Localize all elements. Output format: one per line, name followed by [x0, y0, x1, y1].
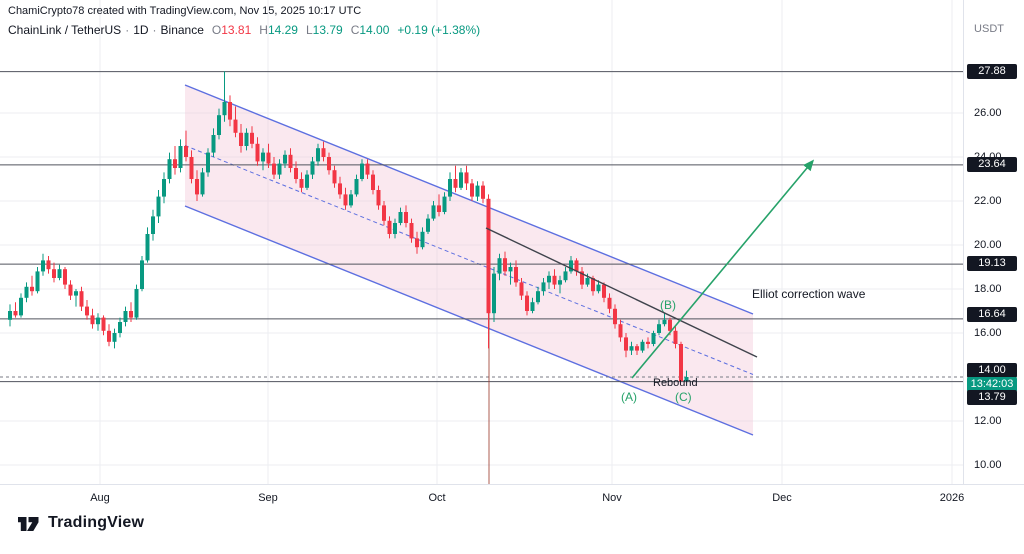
time-grid-label: Dec: [772, 492, 792, 504]
price-level-badge: 19.13: [967, 256, 1017, 272]
high-letter: H: [259, 23, 268, 37]
high-value: 14.29: [267, 23, 298, 37]
close-letter: C: [350, 23, 360, 37]
price-grid-label: 10.00: [974, 459, 1002, 471]
price-axis[interactable]: 26.0024.0022.0020.0018.0016.0012.0010.00…: [963, 0, 1024, 484]
time-grid-label: 2026: [939, 492, 965, 504]
symbol-title[interactable]: ChainLink / TetherUS: [8, 23, 122, 37]
price-level-badge: 14.00: [967, 363, 1017, 378]
rebound-label[interactable]: Rebound: [653, 377, 698, 389]
wave-a-label[interactable]: (A): [621, 390, 637, 404]
time-grid-label: Oct: [428, 492, 446, 504]
tradingview-logo-icon: [18, 517, 39, 531]
open-value: 13.81: [221, 23, 252, 37]
close-value: 14.00: [359, 23, 390, 37]
symbol-legend[interactable]: ChainLink / TetherUS · 1D · Binance O13.81 H14…: [8, 23, 480, 37]
exchange-label: Binance: [160, 23, 204, 37]
low-letter: L: [305, 23, 313, 37]
price-level-badge: 23.64: [967, 156, 1017, 172]
price-grid-label: 26.00: [974, 107, 1002, 119]
time-grid-label: Sep: [258, 492, 278, 504]
legend-separator: ·: [125, 23, 130, 37]
time-grid-label: Aug: [90, 492, 110, 504]
price-level-badge: 27.88: [967, 63, 1017, 79]
price-grid-label: 16.00: [974, 327, 1002, 339]
legend-separator: ·: [152, 23, 157, 37]
open-letter: O: [211, 23, 222, 37]
interval-label[interactable]: 1D: [133, 23, 149, 37]
price-grid-label: 12.00: [974, 415, 1002, 427]
price-level-badge: 16.64: [967, 306, 1017, 322]
time-grid-label: Nov: [602, 492, 622, 504]
tradingview-logo[interactable]: TradingView: [18, 513, 144, 532]
tradingview-logo-text: TradingView: [48, 513, 145, 531]
price-level-badge: 13.79: [967, 389, 1017, 405]
chart-attribution: ChamiCrypto78 created with TradingView.c…: [8, 5, 362, 17]
price-grid-label: 22.00: [974, 195, 1002, 207]
quote-currency-label: USDT: [974, 23, 1004, 35]
price-grid-label: 18.00: [974, 283, 1002, 295]
low-value: 13.79: [312, 23, 343, 37]
wave-b-label[interactable]: (B): [660, 298, 676, 312]
price-grid-label: 20.00: [974, 239, 1002, 251]
time-axis[interactable]: Aug Sep Oct Nov Dec 2026: [0, 484, 1024, 513]
countdown-badge: 13:42:03: [967, 377, 1017, 392]
elliot-wave-label[interactable]: Elliot correction wave: [752, 287, 866, 301]
wave-c-label[interactable]: (C): [675, 390, 692, 404]
change-value: +0.19 (+1.38%): [397, 23, 481, 37]
